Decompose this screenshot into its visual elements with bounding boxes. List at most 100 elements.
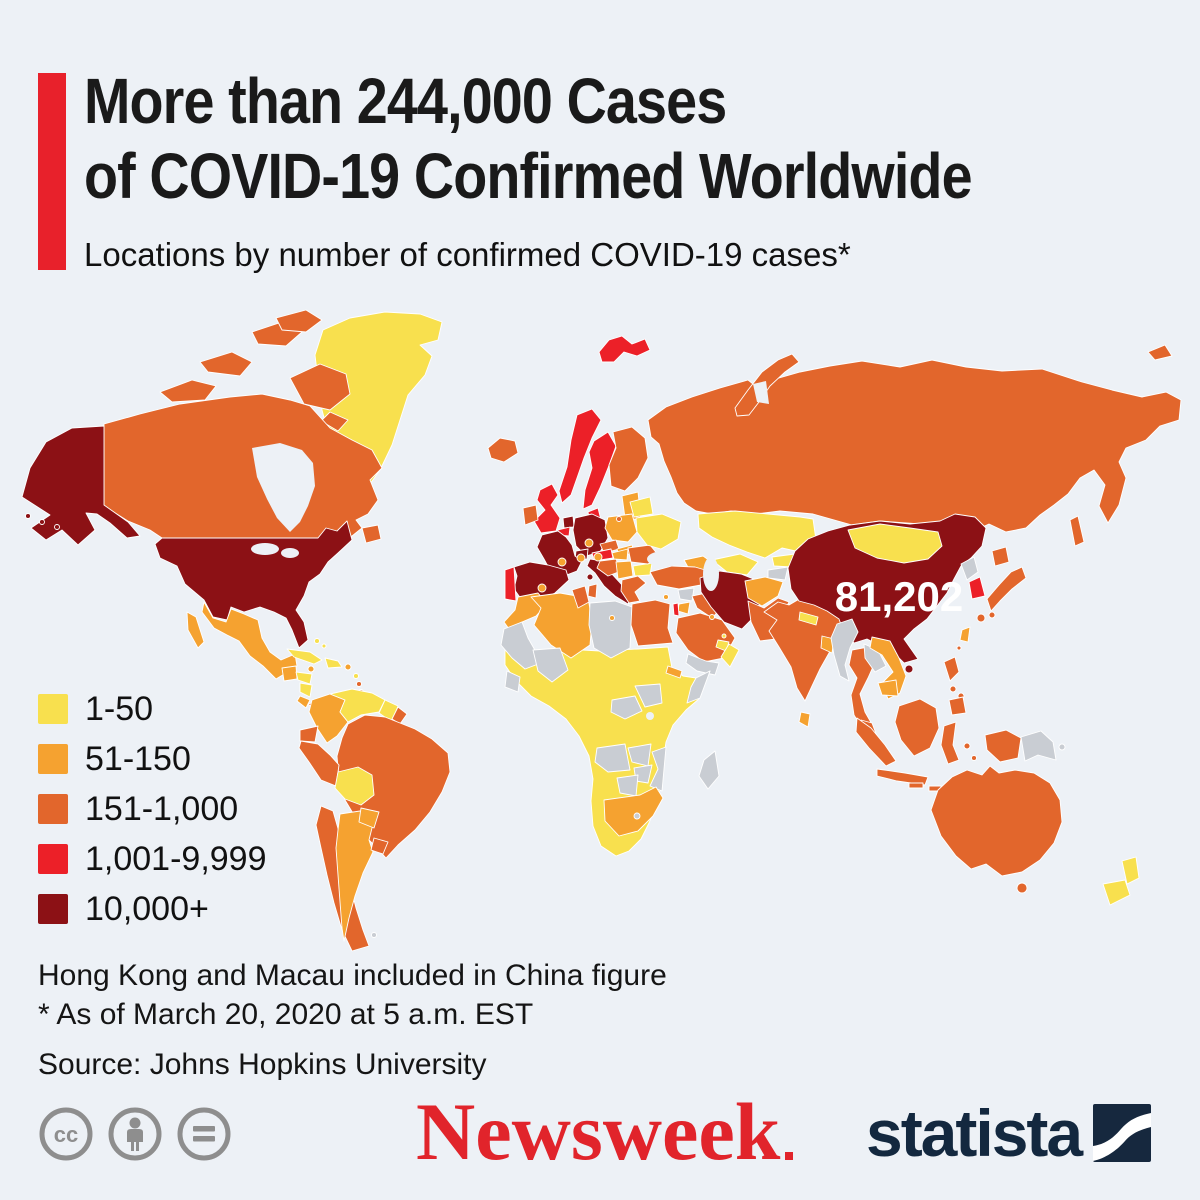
country-eritrea bbox=[665, 665, 683, 679]
country-puerto-rico bbox=[344, 663, 352, 671]
white-sea bbox=[753, 381, 769, 404]
country-syria bbox=[677, 587, 695, 602]
country-lesotho bbox=[633, 812, 641, 820]
legend-label: 10,000+ bbox=[85, 889, 209, 928]
country-usa bbox=[154, 520, 353, 649]
country-sakhalin bbox=[1069, 515, 1085, 547]
region-oceania bbox=[930, 765, 1140, 906]
country-corsica bbox=[586, 573, 594, 581]
country-sulawesi bbox=[940, 721, 960, 765]
country-costa-rica bbox=[296, 695, 311, 709]
country-libya bbox=[588, 600, 633, 659]
black-sea bbox=[647, 551, 681, 567]
newsweek-wordmark: Newsweek bbox=[416, 1086, 781, 1177]
country-yemen bbox=[685, 653, 720, 676]
country-newfoundland bbox=[361, 524, 382, 544]
legend-label: 51-150 bbox=[85, 739, 191, 778]
country-canada bbox=[103, 393, 383, 539]
country-ukraine bbox=[635, 513, 682, 550]
region-asia bbox=[616, 344, 1182, 794]
region-africa bbox=[500, 585, 720, 857]
caspian-sea bbox=[703, 557, 719, 591]
red-accent-bar bbox=[38, 73, 66, 270]
country-serbia bbox=[615, 560, 634, 580]
country-egypt bbox=[630, 599, 674, 647]
statista-logo: statista bbox=[866, 1096, 1152, 1170]
lake-victoria bbox=[646, 712, 654, 720]
country-honduras bbox=[295, 671, 313, 685]
country-portugal bbox=[504, 566, 517, 602]
country-peru bbox=[298, 740, 340, 787]
country-tajikistan bbox=[767, 566, 789, 581]
cc-attribution-icon bbox=[108, 1107, 162, 1161]
country-nicaragua bbox=[299, 682, 313, 698]
newsweek-logo: Newsweek bbox=[416, 1086, 794, 1177]
country-uk bbox=[533, 483, 561, 534]
great-lakes bbox=[251, 543, 279, 555]
country-bulgaria bbox=[632, 562, 653, 577]
country-mongolia bbox=[847, 523, 943, 564]
country-oman bbox=[720, 643, 740, 668]
legend-row: 51-150 bbox=[38, 734, 267, 784]
country-mali bbox=[532, 647, 569, 683]
source-line: Source: Johns Hopkins University bbox=[38, 1048, 487, 1081]
country-kaliningrad bbox=[616, 516, 622, 522]
country-java bbox=[876, 768, 929, 786]
country-netherlands bbox=[562, 515, 575, 529]
country-madagascar bbox=[698, 750, 720, 790]
legend-swatch-1001-9999 bbox=[38, 844, 68, 874]
cc-no-derivatives-icon bbox=[177, 1107, 231, 1161]
country-poland bbox=[604, 513, 638, 543]
country-hispaniola bbox=[324, 657, 343, 669]
country-japan-honshu bbox=[986, 566, 1027, 612]
legend: 1-50 51-150 151-1,000 1,001-9,999 10,000… bbox=[38, 684, 267, 934]
country-falklands bbox=[371, 932, 377, 938]
country-bolivia bbox=[334, 766, 375, 806]
country-hungary bbox=[611, 548, 629, 561]
country-tunisia bbox=[571, 585, 590, 609]
hudson-bay bbox=[252, 443, 315, 532]
country-myanmar bbox=[830, 618, 859, 682]
country-ireland bbox=[522, 504, 539, 526]
country-paraguay bbox=[358, 807, 380, 829]
country-russia bbox=[647, 359, 1182, 533]
country-norway bbox=[558, 408, 602, 504]
country-cyprus bbox=[663, 594, 669, 600]
country-new-zealand-north bbox=[1121, 856, 1140, 885]
country-ecuador bbox=[299, 725, 319, 743]
country-guatemala bbox=[281, 665, 298, 682]
country-kuwait bbox=[709, 614, 715, 620]
country-israel bbox=[672, 602, 680, 617]
country-new-zealand-south bbox=[1102, 879, 1131, 906]
legend-swatch-10000plus bbox=[38, 894, 68, 924]
country-philippines-mindanao bbox=[948, 696, 967, 716]
legend-row: 1-50 bbox=[38, 684, 267, 734]
country-usa-alaska bbox=[21, 425, 141, 546]
country-venezuela bbox=[329, 688, 386, 723]
statista-logo-mark bbox=[1093, 1104, 1152, 1162]
country-canada-arctic-islands bbox=[159, 309, 351, 433]
country-botswana bbox=[616, 774, 639, 797]
statista-wordmark: statista bbox=[866, 1096, 1083, 1170]
country-qatar bbox=[721, 633, 727, 639]
country-nepal bbox=[798, 611, 819, 626]
subtitle: Locations by number of confirmed COVID-1… bbox=[84, 236, 851, 273]
country-wrangel bbox=[1147, 344, 1173, 361]
country-uruguay bbox=[370, 837, 389, 855]
country-papua-new-guinea bbox=[1020, 730, 1057, 762]
title-line-1: More than 244,000 Cases bbox=[84, 65, 727, 137]
footnotes: Hong Kong and Macau included in China fi… bbox=[38, 956, 667, 1084]
footnote-china: Hong Kong and Macau included in China fi… bbox=[38, 959, 667, 992]
country-tasmania bbox=[1016, 882, 1028, 894]
newsweek-trademark-dot bbox=[785, 1152, 794, 1160]
legend-label: 151-1,000 bbox=[85, 789, 239, 828]
country-novaya-zemlya bbox=[734, 353, 800, 417]
country-japan-hokkaido bbox=[991, 546, 1010, 567]
footnote-asof: * As of March 20, 2020 at 5 a.m. EST bbox=[38, 998, 534, 1031]
country-afghanistan bbox=[744, 576, 784, 607]
country-bangladesh bbox=[820, 635, 835, 654]
region-south-america bbox=[298, 688, 451, 952]
region-north-america bbox=[21, 309, 443, 712]
country-mexico bbox=[201, 601, 298, 680]
